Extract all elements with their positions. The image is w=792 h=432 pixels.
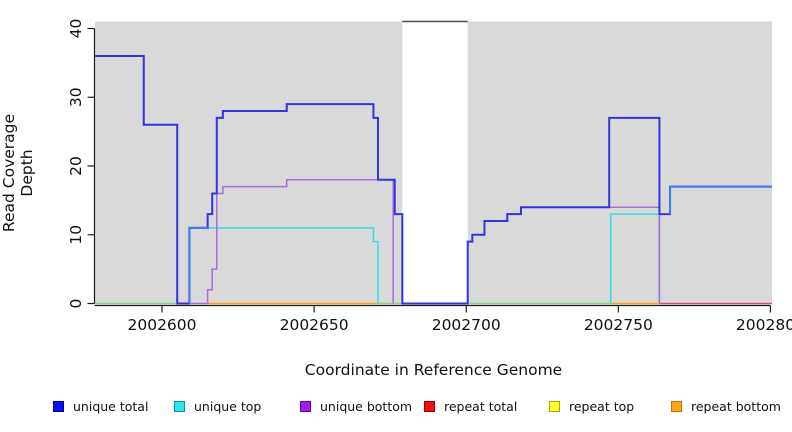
legend-label: repeat top — [569, 398, 635, 414]
y-tick-label: 20 — [67, 156, 85, 176]
legend-swatch-icon — [671, 400, 682, 412]
legend-label: repeat total — [444, 398, 518, 414]
x-tick-label: 2002750 — [584, 316, 653, 334]
x-tick-label: 2002700 — [432, 316, 501, 334]
legend-item-unique-total: unique total — [53, 398, 148, 414]
legend-label: repeat bottom — [691, 398, 781, 414]
legend-label: unique bottom — [320, 398, 413, 414]
legend-swatch-icon — [549, 400, 560, 412]
series-group — [95, 55, 772, 305]
x-tick-label: 2002650 — [280, 316, 349, 334]
legend-swatch-icon — [53, 400, 64, 412]
x-axis-title: Coordinate in Reference Genome — [304, 361, 563, 379]
legend-item-unique-bottom: unique bottom — [300, 398, 412, 414]
legend-swatch-icon — [174, 400, 185, 412]
y-tick-label: 30 — [67, 87, 85, 107]
legend-label: unique top — [194, 398, 262, 414]
x-tick-label: 2002600 — [127, 316, 196, 334]
legend-label: unique total — [73, 398, 149, 414]
series-unique-total-cyan-blend-17 — [669, 185, 772, 215]
y-axis-title: Read Coverage Depth — [0, 113, 36, 233]
plot-background — [467, 21, 772, 305]
y-tick-label: 0 — [67, 299, 85, 309]
legend-item-repeat-top: repeat top — [549, 398, 634, 414]
legend-item-repeat-total: repeat total — [424, 398, 517, 414]
y-tick-label: 10 — [67, 225, 85, 245]
legend-item-unique-top: unique top — [174, 398, 261, 414]
legend-swatch-icon — [424, 400, 435, 412]
y-tick-label: 40 — [67, 19, 85, 39]
legend-swatch-icon — [300, 400, 311, 412]
series-unique-total-cyan-blend-11 — [188, 226, 208, 304]
legend: unique total unique top unique bottom repea… — [0, 398, 792, 418]
legend-item-repeat-bottom: repeat bottom — [671, 398, 781, 414]
x-tick-label: 2002800 — [736, 316, 792, 334]
plot-background — [95, 21, 403, 305]
